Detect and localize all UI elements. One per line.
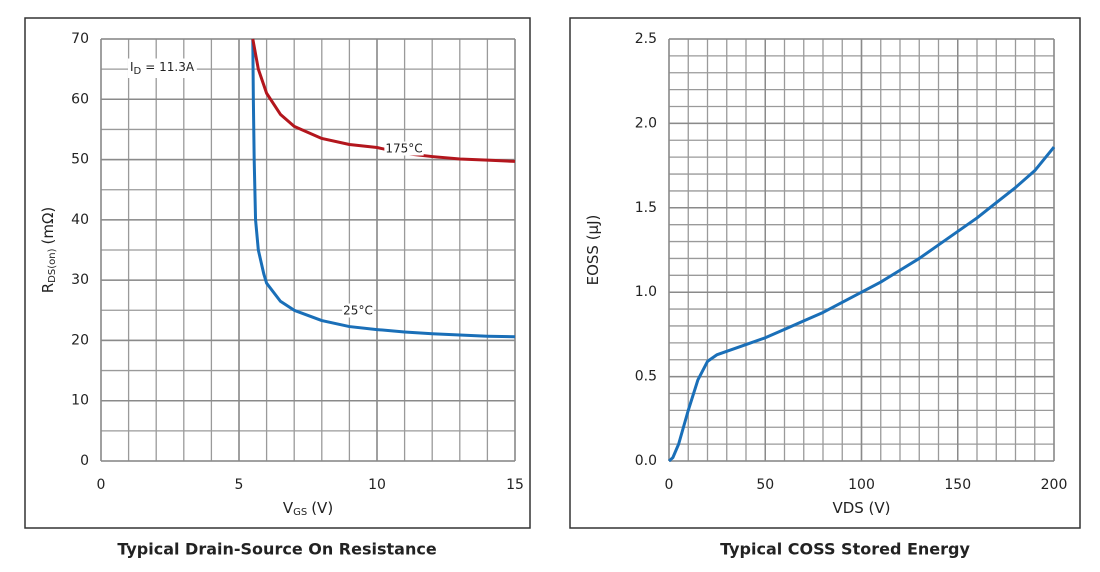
y-tick-label: 0 xyxy=(80,453,89,469)
y-tick-label: 10 xyxy=(71,393,89,409)
y-tick-label: 50 xyxy=(71,152,89,168)
y-tick-label: 1.0 xyxy=(635,284,657,300)
x-tick-label: 0 xyxy=(97,477,106,493)
y-axis-label-part: R xyxy=(39,283,57,293)
y-tick-label: 0.5 xyxy=(635,369,657,385)
x-tick-label: 5 xyxy=(235,477,244,493)
x-tick-label: 50 xyxy=(756,477,774,493)
y-tick-label: 2.5 xyxy=(635,31,657,47)
x-axis-label-part: (V) xyxy=(311,499,333,517)
x-tick-label: 200 xyxy=(1041,477,1068,493)
y-axis-label-part: EOSS (µJ) xyxy=(584,215,602,286)
x-axis-label-part: VDS (V) xyxy=(832,499,890,517)
y-tick-label: 30 xyxy=(71,272,89,288)
line-series xyxy=(251,38,516,163)
line-series xyxy=(668,146,1056,463)
x-tick-label: 150 xyxy=(944,477,971,493)
y-tick-label: 20 xyxy=(71,332,89,348)
panel-frame xyxy=(24,17,531,529)
y-tick-label: 70 xyxy=(71,31,89,47)
annotation-part: D xyxy=(134,66,142,77)
x-axis-label-part: V xyxy=(283,499,294,517)
x-axis-label: VDS (V) xyxy=(832,499,890,517)
chart-title: Typical COSS Stored Energy xyxy=(720,540,970,559)
label-background xyxy=(384,141,424,156)
annotation-part: I xyxy=(130,60,134,74)
y-tick-label: 0.0 xyxy=(635,453,657,469)
label-background xyxy=(342,303,374,318)
x-axis-label: VGS (V) xyxy=(283,499,333,519)
series-label: 25°C xyxy=(343,304,373,318)
y-axis-label-part: (mΩ) xyxy=(39,207,57,245)
annotation-part: = 11.3A xyxy=(145,60,195,74)
x-tick-label: 100 xyxy=(848,477,875,493)
y-tick-label: 2.0 xyxy=(635,115,657,131)
panel-frame xyxy=(569,17,1081,529)
x-axis-label-part: GS xyxy=(293,507,307,518)
y-tick-label: 1.5 xyxy=(635,200,657,216)
x-tick-label: 15 xyxy=(506,477,524,493)
x-tick-label: 0 xyxy=(665,477,674,493)
series-label: 175°C xyxy=(385,142,422,156)
y-axis-label: RDS(on) (mΩ) xyxy=(39,207,59,294)
x-tick-label: 10 xyxy=(368,477,386,493)
y-tick-label: 60 xyxy=(71,91,89,107)
y-tick-label: 40 xyxy=(71,212,89,228)
y-axis-label-part: DS(on) xyxy=(47,248,58,282)
line-series xyxy=(251,38,516,339)
y-axis-label: EOSS (µJ) xyxy=(584,215,602,286)
label-background xyxy=(128,58,197,78)
annotation: ID = 11.3A xyxy=(130,60,195,78)
chart-title: Typical Drain-Source On Resistance xyxy=(117,540,436,559)
